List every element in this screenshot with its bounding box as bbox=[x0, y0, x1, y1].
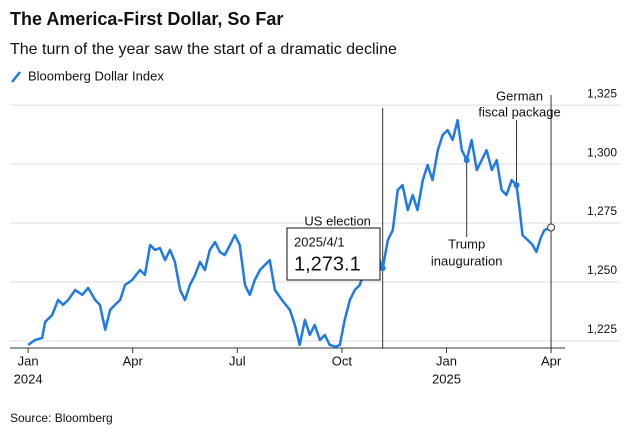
year-label: 2024 bbox=[14, 371, 43, 386]
x-tick-label: Jan bbox=[18, 353, 39, 368]
annotation-label: inauguration bbox=[431, 253, 503, 268]
y-tick-label: 1,225 bbox=[587, 322, 617, 336]
y-tick-label: 1,325 bbox=[587, 86, 617, 100]
x-tick-label: Oct bbox=[332, 353, 353, 368]
annotation-dot bbox=[463, 157, 470, 164]
legend-icon bbox=[11, 71, 21, 83]
x-tick-label: Apr bbox=[123, 353, 144, 368]
tooltip-box bbox=[286, 227, 381, 281]
y-tick-label: 1,275 bbox=[587, 204, 617, 218]
annotation-dot bbox=[379, 265, 386, 272]
x-tick-label: Jul bbox=[229, 353, 246, 368]
chart-title: The America-First Dollar, So Far bbox=[10, 9, 283, 29]
tooltip-value: 1,273.1 bbox=[294, 253, 361, 275]
x-tick-label: Apr bbox=[541, 353, 562, 368]
tooltip-date: 2025/4/1 bbox=[294, 234, 345, 249]
annotation-label: fiscal package bbox=[478, 104, 560, 119]
line bbox=[27, 118, 552, 349]
annotation-label: US election bbox=[304, 213, 370, 228]
source: Source: Bloomberg bbox=[10, 411, 113, 425]
chart-subtitle: The turn of the year saw the start of a … bbox=[10, 41, 397, 58]
y-tick-label: 1,250 bbox=[587, 263, 617, 277]
annotation-label: Trump bbox=[448, 236, 485, 251]
annotation-dot bbox=[513, 182, 520, 189]
year-label: 2025 bbox=[432, 371, 461, 386]
hover-dot bbox=[547, 223, 556, 232]
legend-label: Bloomberg Dollar Index bbox=[28, 68, 164, 83]
annotation-label: German bbox=[496, 88, 543, 103]
y-tick-label: 1,300 bbox=[587, 145, 617, 159]
x-tick-label: Jan bbox=[436, 353, 457, 368]
